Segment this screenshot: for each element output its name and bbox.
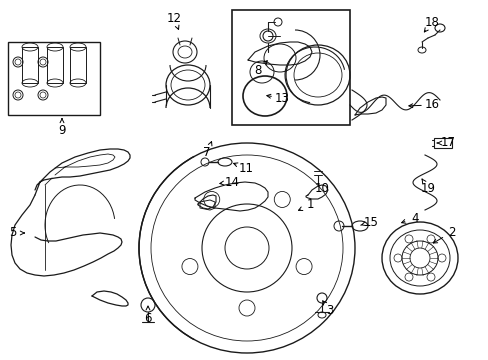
Bar (433, 138, 451, 148)
Text: 2: 2 (447, 225, 455, 238)
Text: 8: 8 (254, 63, 261, 77)
Bar (70, 47, 86, 83)
Text: 4: 4 (410, 211, 418, 225)
Bar (47, 47, 63, 83)
Text: 3: 3 (325, 303, 333, 316)
Text: 16: 16 (424, 99, 439, 112)
Text: 6: 6 (144, 311, 151, 324)
Text: 15: 15 (363, 216, 378, 229)
Text: 14: 14 (224, 175, 239, 189)
Text: 5: 5 (9, 226, 17, 239)
Text: 18: 18 (424, 15, 439, 28)
Bar (8, 42, 100, 115)
Text: 10: 10 (314, 183, 329, 195)
Bar (231, 10, 349, 125)
Text: 1: 1 (305, 198, 313, 211)
Text: 11: 11 (238, 162, 253, 175)
Text: 17: 17 (440, 136, 454, 149)
Text: 12: 12 (166, 12, 181, 24)
Bar (22, 47, 38, 83)
Text: 7: 7 (203, 147, 210, 159)
Text: 19: 19 (420, 181, 435, 194)
Text: 13: 13 (274, 91, 289, 104)
Text: 9: 9 (58, 123, 65, 136)
